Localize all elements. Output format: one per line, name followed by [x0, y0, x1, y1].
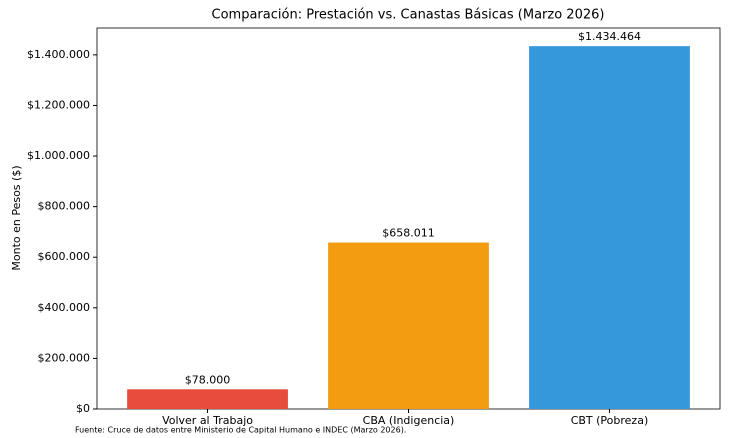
y-tick-label: $0 [76, 402, 90, 415]
chart-title: Comparación: Prestación vs. Canastas Bás… [212, 8, 605, 23]
bar [529, 46, 690, 409]
y-axis-label: Monto en Pesos ($) [10, 165, 23, 270]
x-tick-label: CBA (Indigencia) [363, 414, 455, 427]
y-tick-label: $800.000 [38, 200, 91, 213]
y-tick-label: $200.000 [38, 351, 91, 364]
y-tick-label: $400.000 [38, 301, 91, 314]
y-tick-label: $1.000.000 [27, 149, 90, 162]
value-label: $78.000 [185, 373, 231, 386]
footnote: Fuente: Cruce de datos entre Ministerio … [75, 426, 406, 435]
y-tick-label: $1.200.000 [27, 98, 90, 111]
value-label: $658.011 [382, 227, 435, 240]
bar [328, 242, 489, 409]
value-label: $1.434.464 [578, 30, 641, 43]
x-tick-label: Volver al Trabajo [162, 414, 253, 427]
y-tick-label: $1.400.000 [27, 48, 90, 61]
y-tick-label: $600.000 [38, 250, 91, 263]
x-tick-label: CBT (Pobreza) [571, 414, 649, 427]
bar [127, 389, 288, 409]
